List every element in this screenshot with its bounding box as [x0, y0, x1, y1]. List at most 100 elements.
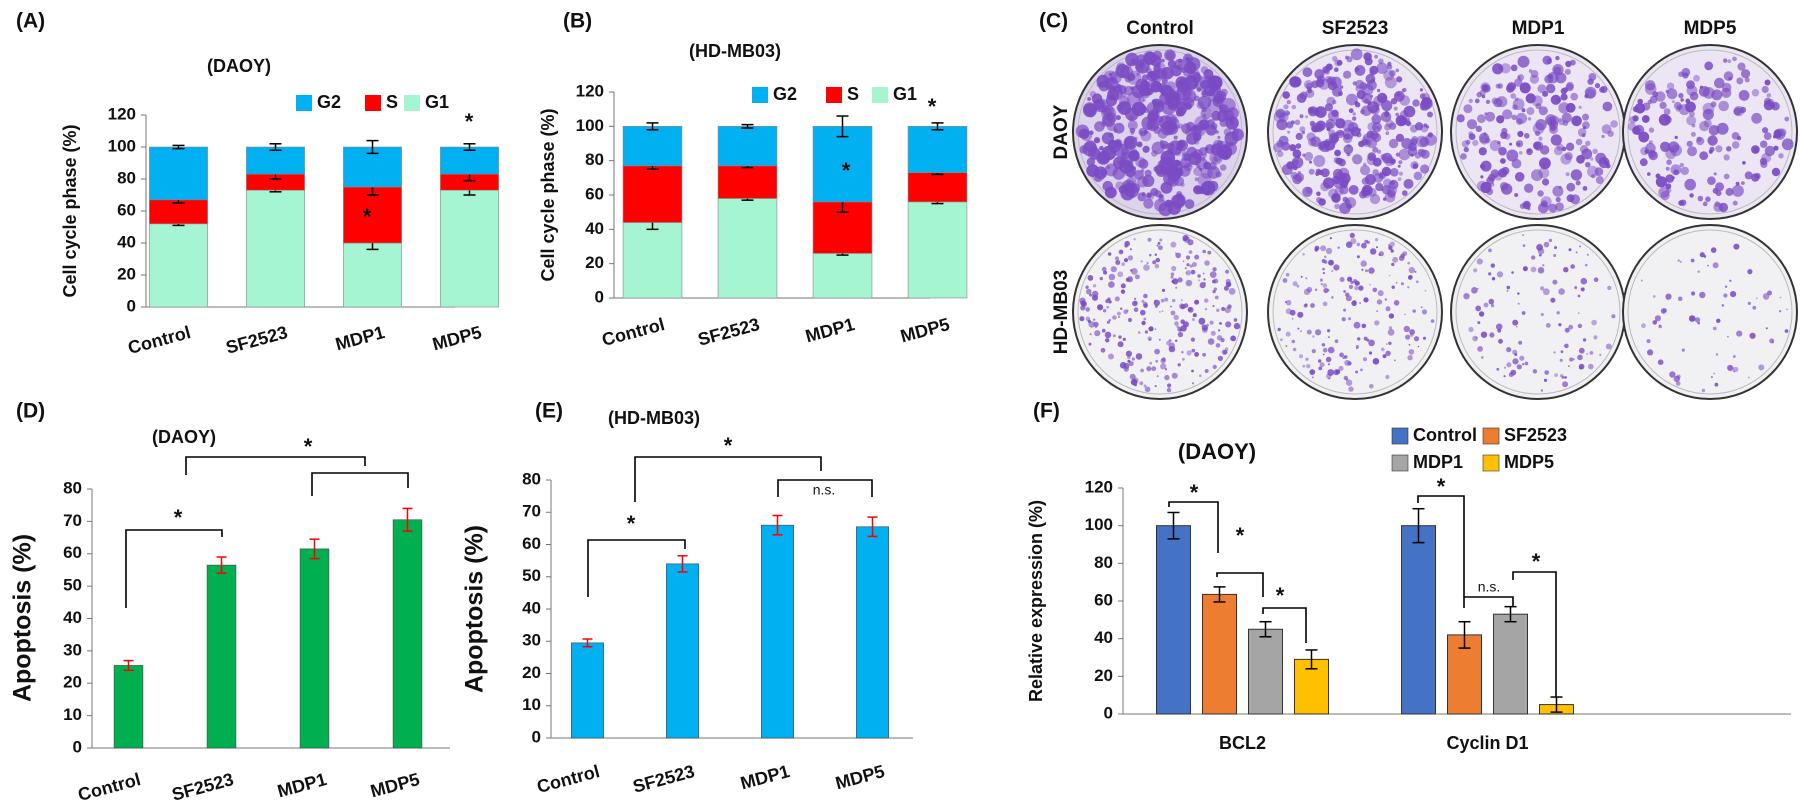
- colony: [1093, 137, 1101, 144]
- bar-segment: [246, 146, 305, 175]
- legend-label: S: [386, 92, 398, 112]
- colony: [1210, 330, 1216, 336]
- colony: [1560, 93, 1568, 101]
- y-axis-label: Apoptosis (%): [9, 534, 37, 702]
- colony: [1421, 309, 1428, 315]
- colony: [1309, 160, 1312, 164]
- colony: [1366, 154, 1377, 166]
- error-bar: [1167, 511, 1180, 540]
- colony: [1328, 377, 1331, 380]
- colony: [1639, 158, 1648, 167]
- colony: [1369, 283, 1371, 286]
- colony: [1299, 126, 1306, 133]
- colony: [1375, 238, 1379, 242]
- colony: [1212, 139, 1224, 150]
- colony: [1317, 169, 1324, 176]
- colony: [1161, 78, 1168, 85]
- colony: [1558, 323, 1562, 327]
- colony: [1106, 122, 1116, 132]
- colony: [1675, 381, 1681, 386]
- colony: [1171, 372, 1178, 379]
- colony: [1382, 95, 1387, 100]
- colony: [1202, 90, 1207, 96]
- colony: [1100, 347, 1106, 353]
- y-tick-label: 60: [585, 184, 604, 203]
- colony: [1348, 108, 1354, 114]
- colony: [1384, 76, 1397, 89]
- colony: [1410, 161, 1419, 170]
- colony: [1488, 298, 1495, 305]
- legend-swatch: [404, 95, 420, 111]
- error-bar: [1458, 620, 1471, 649]
- colony: [1549, 120, 1556, 127]
- colony: [1539, 157, 1551, 170]
- error-bar: [677, 555, 688, 573]
- y-tick-label: 60: [63, 543, 82, 562]
- significance-label: *: [1190, 480, 1199, 505]
- colony: [1515, 112, 1528, 124]
- colony: [1356, 347, 1358, 350]
- colony: [1374, 320, 1380, 326]
- x-tick-label: Cyclin D1: [1446, 733, 1528, 753]
- colony: [1314, 248, 1319, 252]
- colony: [1540, 286, 1545, 291]
- colony: [1149, 361, 1153, 365]
- y-axis-label: Relative expression (%): [1026, 500, 1046, 702]
- colony: [1138, 158, 1149, 169]
- colony: [1347, 276, 1353, 282]
- colony: [1310, 122, 1321, 133]
- colony: [1699, 151, 1709, 161]
- colony: [1657, 359, 1664, 366]
- colony: [1409, 333, 1414, 337]
- colony: [1138, 84, 1151, 97]
- colony: [1368, 351, 1373, 355]
- colony: [1100, 120, 1108, 127]
- colony: [1570, 194, 1580, 205]
- colony: [1574, 286, 1578, 290]
- colony: [1285, 331, 1291, 337]
- colony: [1181, 299, 1183, 301]
- colony: [1372, 287, 1378, 293]
- colony: [1324, 138, 1332, 147]
- colony: [1481, 84, 1489, 92]
- colony: [1142, 98, 1146, 102]
- colony: [1590, 157, 1594, 161]
- colony: [1527, 117, 1532, 121]
- significance-label: *: [1236, 523, 1245, 548]
- y-tick-label: 40: [585, 219, 604, 238]
- colony: [1177, 331, 1184, 338]
- colony: [1479, 89, 1486, 97]
- x-tick-label: BCL2: [1219, 733, 1266, 753]
- colony: [1641, 323, 1646, 329]
- colony: [1548, 57, 1552, 61]
- colony: [1744, 77, 1750, 83]
- colony: [1713, 172, 1717, 176]
- colony: [1343, 375, 1349, 381]
- colony: [1423, 336, 1426, 340]
- colony: [1684, 178, 1696, 191]
- colony: [1702, 102, 1715, 115]
- error-bar: [463, 143, 476, 151]
- colony: [1526, 107, 1535, 116]
- colony: [1677, 259, 1680, 262]
- colony: [1283, 104, 1289, 110]
- bar: [1202, 593, 1237, 715]
- dish-rim: [1627, 229, 1793, 395]
- colony: [1093, 321, 1099, 328]
- colony: [1564, 327, 1570, 333]
- colony: [1463, 104, 1473, 114]
- colony: [1127, 255, 1134, 261]
- colony: [1361, 83, 1374, 96]
- colony: [1331, 269, 1334, 273]
- colony: [1468, 326, 1474, 333]
- colony: [1575, 180, 1581, 186]
- colony: [1123, 135, 1138, 150]
- colony: [1079, 316, 1085, 322]
- colony: [1607, 285, 1612, 291]
- colony: [1180, 319, 1185, 325]
- colony: [1510, 64, 1518, 72]
- colony: [1292, 281, 1298, 287]
- colony: [1119, 362, 1127, 369]
- colony: [1174, 321, 1179, 326]
- colony: [1350, 238, 1357, 245]
